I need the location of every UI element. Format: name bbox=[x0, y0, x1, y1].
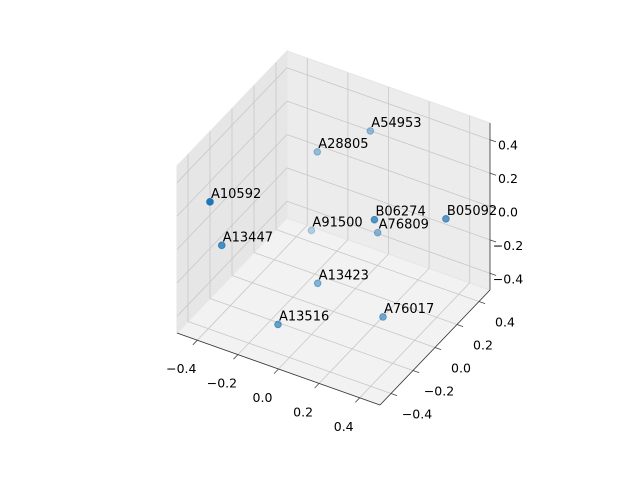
tick-mark bbox=[233, 354, 239, 360]
point-label: A76809 bbox=[379, 218, 429, 233]
x-tick-label: 0.4 bbox=[334, 419, 354, 434]
point-label: A13423 bbox=[319, 268, 369, 283]
tick-mark bbox=[390, 393, 398, 397]
grid-line bbox=[231, 275, 436, 348]
grid-line bbox=[275, 229, 480, 302]
axis-line bbox=[379, 289, 491, 406]
grid-line bbox=[286, 100, 491, 174]
point bbox=[313, 279, 322, 288]
point-label: A54953 bbox=[371, 116, 421, 131]
x-tick-label: 0.0 bbox=[253, 390, 273, 405]
point bbox=[373, 228, 382, 237]
tick-mark bbox=[192, 339, 198, 346]
y-tick-label: 0.4 bbox=[495, 315, 515, 330]
z-tick-label: 0.0 bbox=[498, 205, 518, 220]
point bbox=[442, 215, 450, 223]
grid-line bbox=[176, 134, 288, 250]
grid-line bbox=[176, 67, 288, 183]
point bbox=[379, 313, 387, 321]
grid-line bbox=[187, 321, 392, 394]
y-tick-label: −0.4 bbox=[402, 407, 432, 422]
point bbox=[274, 320, 282, 329]
z-tick-label: 0.2 bbox=[498, 171, 518, 186]
y-tick-label: −0.2 bbox=[424, 384, 454, 399]
z-tick-label: 0.4 bbox=[498, 138, 518, 153]
grid-line bbox=[286, 67, 491, 141]
point bbox=[370, 215, 379, 224]
point-label: B06274 bbox=[375, 205, 425, 220]
x-tick-label: 0.2 bbox=[293, 404, 313, 419]
point-label: A10592 bbox=[211, 187, 261, 202]
x-tick-label: −0.4 bbox=[166, 361, 196, 376]
tick-mark bbox=[489, 206, 497, 210]
y-tick-label: 0.0 bbox=[451, 361, 471, 376]
y-tick-label: 0.2 bbox=[473, 338, 493, 353]
grid-line bbox=[286, 167, 491, 241]
tick-mark bbox=[478, 301, 486, 305]
grid-line bbox=[286, 134, 491, 207]
tick-mark bbox=[489, 139, 497, 143]
tick-mark bbox=[489, 272, 497, 276]
grid-line bbox=[176, 201, 288, 317]
grid-line bbox=[176, 100, 288, 217]
grid-line bbox=[253, 252, 458, 325]
z-tick-label: −0.2 bbox=[493, 238, 523, 253]
point-label: A13447 bbox=[223, 230, 273, 245]
point-label: A13516 bbox=[279, 309, 329, 324]
point-label: A28805 bbox=[318, 137, 368, 152]
point bbox=[217, 241, 226, 250]
grid-line bbox=[176, 167, 288, 284]
tick-mark bbox=[314, 383, 320, 389]
point-label: A76017 bbox=[384, 302, 434, 317]
tick-mark bbox=[273, 368, 279, 374]
point-label: B05092 bbox=[447, 204, 497, 219]
tick-mark bbox=[489, 172, 497, 176]
tick-mark bbox=[434, 347, 442, 351]
grid-line bbox=[286, 200, 491, 274]
tick-mark bbox=[412, 370, 420, 374]
tick-mark bbox=[355, 397, 360, 403]
point-label: A91500 bbox=[312, 215, 362, 230]
x-tick-label: −0.2 bbox=[207, 376, 237, 391]
z-tick-label: −0.4 bbox=[493, 271, 523, 286]
tick-mark bbox=[456, 324, 464, 328]
grid-line bbox=[209, 298, 414, 371]
tick-mark bbox=[489, 239, 497, 243]
point bbox=[307, 226, 316, 235]
point bbox=[206, 198, 214, 206]
point bbox=[366, 127, 375, 135]
point bbox=[313, 148, 322, 156]
axis-line bbox=[176, 332, 381, 406]
